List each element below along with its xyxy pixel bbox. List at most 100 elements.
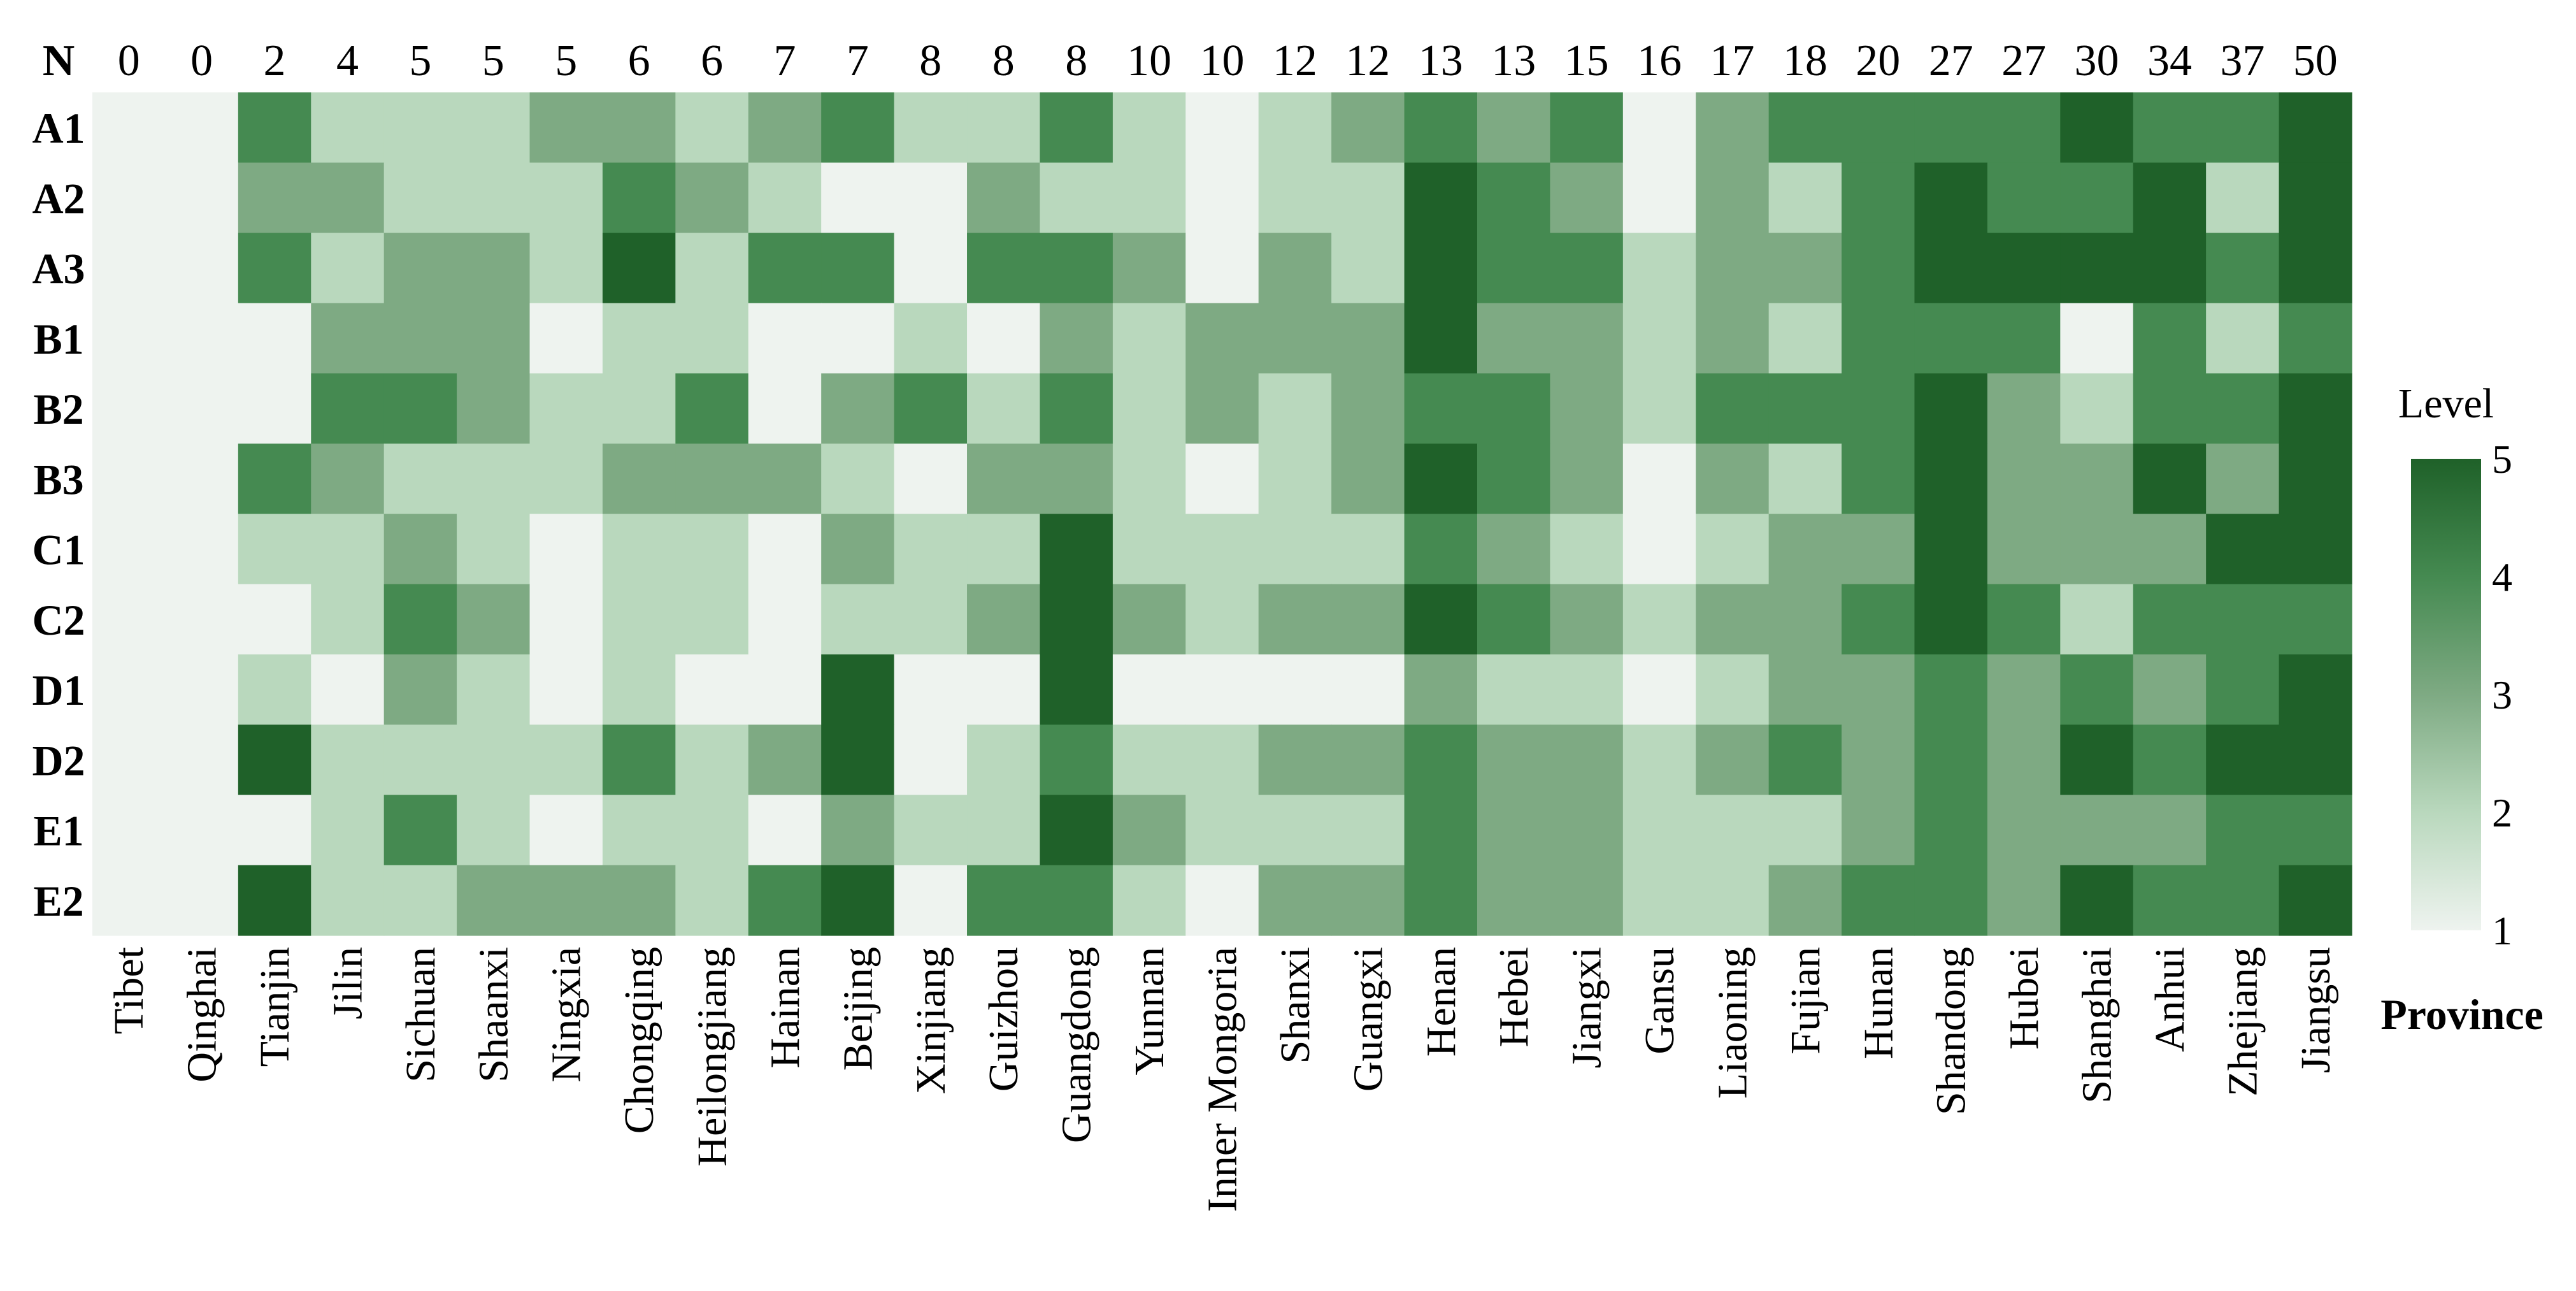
heatmap-cell [311,162,385,234]
heatmap-cell [1768,303,1842,374]
heatmap-cell [2206,865,2280,936]
count-label: 27 [2001,36,2046,85]
heatmap-cell [602,303,676,374]
heatmap-cell [1768,233,1842,304]
province-label: Hebei [1491,947,1537,1048]
heatmap-cell [1696,444,1770,515]
heatmap-cell [748,444,822,515]
heatmap-cell [457,233,531,304]
heatmap-cell [383,654,457,725]
heatmap-cell [602,865,676,936]
heatmap-cell [675,444,749,515]
heatmap-cell [1914,514,1988,585]
heatmap-cell [165,162,239,234]
heatmap-cell [821,233,895,304]
heatmap-cell [1768,584,1842,655]
heatmap-cell [383,162,457,234]
heatmap-cell [457,444,531,515]
heatmap-cell [238,865,311,936]
heatmap-cell [1842,865,1915,936]
count-label: 7 [847,36,869,85]
heatmap-cell [1258,795,1332,866]
heatmap-cell [1550,444,1624,515]
heatmap-cell [457,584,531,655]
heatmap-cell [529,584,603,655]
heatmap-cell [675,92,749,163]
row-label: B1 [33,315,83,363]
heatmap-cell [1696,233,1770,304]
heatmap-cell [311,92,385,163]
count-label: 5 [409,36,431,85]
heatmap-cell [1550,233,1624,304]
heatmap-cell [1842,584,1915,655]
heatmap-cell [165,92,239,163]
heatmap-cell [2206,725,2280,796]
heatmap-cell [1331,444,1405,515]
heatmap-cell [1477,162,1550,234]
heatmap-cell [821,725,895,796]
province-label: Jiangsu [2293,947,2339,1073]
heatmap-cell [1258,233,1332,304]
heatmap-cell [602,233,676,304]
heatmap-cell [1112,303,1186,374]
heatmap-cell [311,865,385,936]
heatmap-cell [457,865,531,936]
row-label: E1 [33,807,83,855]
heatmap-cell [821,865,895,936]
heatmap-cell [1477,725,1550,796]
count-label: 6 [701,36,723,85]
province-label: Hubei [2001,947,2047,1049]
heatmap-cell [165,795,239,866]
heatmap-cell [1258,514,1332,585]
heatmap-cell [967,444,1041,515]
province-label: Beijing [834,947,881,1071]
heatmap-cell [165,444,239,515]
heatmap-cell [1112,233,1186,304]
heatmap-cell [675,725,749,796]
heatmap-cell [2060,865,2134,936]
heatmap-cell [1914,92,1988,163]
heatmap-cell [2060,584,2134,655]
heatmap-cell [2279,514,2352,585]
heatmap-cell [748,162,822,234]
heatmap-cell [1112,162,1186,234]
heatmap-cell [1987,162,2061,234]
heatmap-cell [92,514,166,585]
heatmap-cell [675,584,749,655]
heatmap-cell [1622,233,1696,304]
heatmap-cell [1185,795,1259,866]
heatmap-cell [675,795,749,866]
province-label: Zhejiang [2219,947,2266,1097]
heatmap-cell [2279,373,2352,444]
heatmap-cell [311,725,385,796]
row-label: D1 [32,666,85,714]
heatmap-cell [1550,373,1624,444]
heatmap-cell [2279,584,2352,655]
heatmap-cell [2279,444,2352,515]
heatmap-cell [1258,584,1332,655]
heatmap-cell [1696,514,1770,585]
province-label: Ningxia [543,947,590,1083]
heatmap-cell [2133,444,2207,515]
count-label: 6 [628,36,650,85]
heatmap-cell [1112,795,1186,866]
heatmap-cell [748,303,822,374]
heatmap-cell [238,654,311,725]
heatmap-cell [821,162,895,234]
count-label: 8 [919,36,941,85]
heatmap-cell [1622,373,1696,444]
count-label: 16 [1637,36,1682,85]
heatmap-cell [1258,865,1332,936]
heatmap-cell [1112,373,1186,444]
heatmap-cell [1185,303,1259,374]
province-label: Tibet [106,947,152,1034]
heatmap-cell [2060,162,2134,234]
heatmap-cell [2279,795,2352,866]
heatmap-cell [894,725,968,796]
count-label: 37 [2220,36,2265,85]
heatmap-cell [1696,654,1770,725]
heatmap-cell [529,162,603,234]
heatmap-cell [238,725,311,796]
heatmap-cell [1622,514,1696,585]
heatmap-cell [165,514,239,585]
